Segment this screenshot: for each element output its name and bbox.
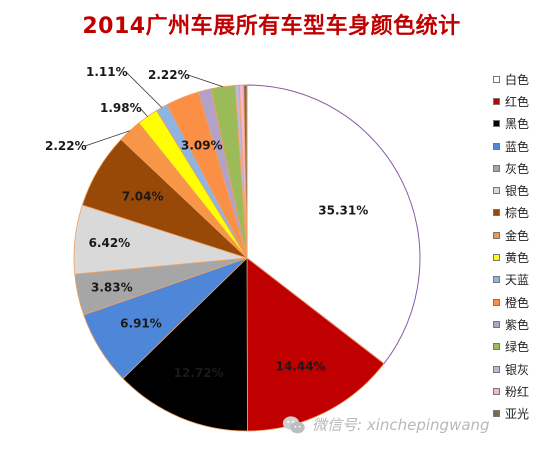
slice-label-灰色: 3.83% xyxy=(91,280,133,294)
legend-swatch xyxy=(493,97,500,105)
legend-swatch xyxy=(493,209,500,217)
slice-labels: 35.31% 14.44% 12.72% 6.91% 3.83% 6.42% 7.04% 2.… xyxy=(45,65,368,380)
slice-label-金色: 2.22% xyxy=(45,139,87,153)
legend-label: 银色 xyxy=(505,184,530,199)
legend-item-白色: 白色 xyxy=(493,68,529,90)
slice-label-黄色: 1.98% xyxy=(100,101,142,115)
legend-label: 绿色 xyxy=(505,340,530,355)
slice-label-红色: 14.44% xyxy=(276,360,326,374)
legend-swatch xyxy=(493,75,500,83)
legend-label: 粉红 xyxy=(505,384,530,399)
legend-item-金色: 金色 xyxy=(493,224,529,246)
slice-label-银色: 6.42% xyxy=(89,236,131,250)
slice-label-黑色: 12.72% xyxy=(174,366,224,380)
leader-line-金色 xyxy=(84,130,130,147)
slice-label-天蓝: 1.11% xyxy=(86,65,128,79)
pie-slice-黑色 xyxy=(122,257,248,432)
slice-label-棕色: 7.04% xyxy=(122,189,164,203)
watermark: 微信号: xinchepingwang xyxy=(282,414,490,435)
leader-line-黄色 xyxy=(139,107,148,117)
wechat-icon xyxy=(282,415,305,433)
legend-item-红色: 红色 xyxy=(493,90,529,112)
legend-item-灰色: 灰色 xyxy=(493,157,529,179)
legend-item-亚光: 亚光 xyxy=(493,402,529,424)
legend-item-蓝色: 蓝色 xyxy=(493,135,529,157)
legend-label: 银灰 xyxy=(505,362,530,377)
legend-label: 蓝色 xyxy=(505,139,530,154)
legend-label: 橙色 xyxy=(505,295,530,310)
legend-item-棕色: 棕色 xyxy=(493,202,529,224)
legend-label: 紫色 xyxy=(505,317,530,332)
legend-swatch xyxy=(493,142,500,150)
legend-swatch xyxy=(493,187,500,195)
legend-swatch xyxy=(493,365,500,373)
pie-slice-亚光 xyxy=(243,84,248,259)
legend-swatch xyxy=(493,231,500,239)
slice-label-绿色: 2.22% xyxy=(148,68,190,82)
watermark-text: 微信号: xinchepingwang xyxy=(312,416,490,434)
legend: 白色红色黑色蓝色灰色银色棕色金色黄色天蓝橙色紫色绿色银灰粉红亚光 xyxy=(493,68,529,425)
legend-item-天蓝: 天蓝 xyxy=(493,269,529,291)
leader-line-绿色 xyxy=(187,74,224,88)
pie-slices xyxy=(73,84,421,432)
legend-swatch xyxy=(493,320,500,328)
slice-label-蓝色: 6.91% xyxy=(120,316,162,330)
leader-line-天蓝 xyxy=(125,71,163,108)
legend-swatch xyxy=(493,276,500,284)
legend-swatch xyxy=(493,298,500,306)
legend-label: 白色 xyxy=(505,72,530,87)
legend-label: 天蓝 xyxy=(505,273,530,288)
slice-label-橙色: 3.09% xyxy=(181,139,223,153)
legend-item-橙色: 橙色 xyxy=(493,291,529,313)
legend-label: 灰色 xyxy=(505,161,530,176)
legend-item-银灰: 银灰 xyxy=(493,358,529,380)
slice-label-白色: 35.31% xyxy=(318,204,368,218)
legend-swatch xyxy=(493,343,500,351)
pie-slice-白色 xyxy=(246,84,421,365)
legend-item-黄色: 黄色 xyxy=(493,246,529,268)
legend-label: 红色 xyxy=(505,94,530,109)
chart-title: 2014广州车展所有车型车身颜色统计 xyxy=(82,14,461,39)
pie-slice-红色 xyxy=(246,257,385,432)
legend-swatch xyxy=(493,254,500,262)
legend-item-黑色: 黑色 xyxy=(493,113,529,135)
legend-label: 黑色 xyxy=(505,117,530,132)
legend-label: 黄色 xyxy=(505,251,530,266)
leader-lines xyxy=(84,71,224,147)
legend-swatch xyxy=(493,164,500,172)
legend-item-银色: 银色 xyxy=(493,179,529,201)
legend-label: 亚光 xyxy=(505,407,530,422)
legend-label: 金色 xyxy=(505,228,530,243)
legend-item-紫色: 紫色 xyxy=(493,313,529,335)
legend-item-粉红: 粉红 xyxy=(493,380,529,402)
legend-label: 棕色 xyxy=(505,206,530,221)
legend-swatch xyxy=(493,410,500,418)
legend-swatch xyxy=(493,120,500,128)
legend-item-绿色: 绿色 xyxy=(493,336,529,358)
legend-swatch xyxy=(493,387,500,395)
